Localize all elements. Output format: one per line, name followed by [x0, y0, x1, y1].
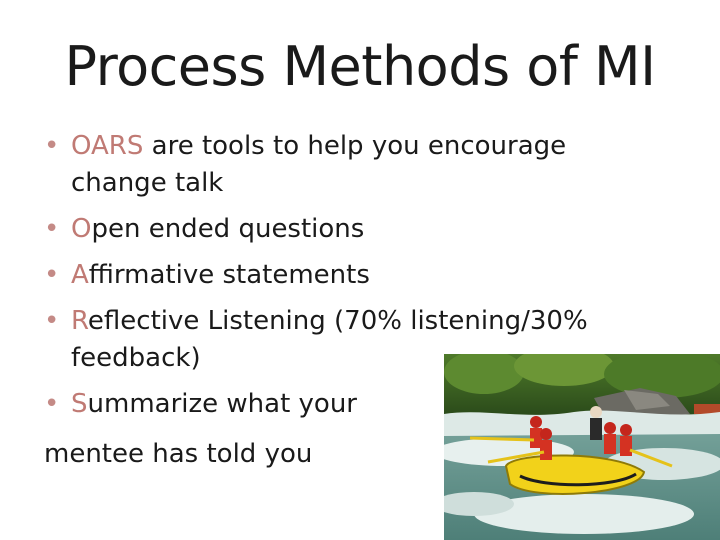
- bullet-item-open-ended: • Open ended questions: [44, 211, 644, 248]
- bullet-item-affirmative: • Affirmative statements: [44, 257, 644, 294]
- whitewater-rafting-photo: [444, 354, 720, 540]
- bullet-list: • OARS are tools to help you encourage c…: [44, 128, 644, 432]
- bullet-continuation: mentee has told you: [44, 439, 313, 469]
- bullet-item-oars: • OARS are tools to help you encourage c…: [44, 128, 644, 202]
- bullet-dot-icon: •: [44, 214, 60, 244]
- bullet-item-reflective: • Reflective Listening (70% listening/30…: [44, 303, 644, 377]
- bullet-accent: R: [71, 306, 88, 336]
- slide-title: Process Methods of MI: [64, 35, 656, 98]
- bullet-text: pen ended questions: [91, 214, 365, 244]
- bullet-accent: A: [71, 260, 89, 290]
- bullet-text: are tools to help you encourage change t…: [71, 131, 567, 198]
- bullet-dot-icon: •: [44, 260, 60, 290]
- bullet-text: ffirmative statements: [88, 260, 370, 290]
- bullet-accent: S: [71, 389, 88, 419]
- bullet-text: eflective Listening (70% listening/30% f…: [71, 306, 588, 373]
- bullet-item-summarize: • Summarize what your: [44, 386, 644, 423]
- bullet-dot-icon: •: [44, 131, 60, 161]
- bullet-dot-icon: •: [44, 306, 60, 336]
- bullet-accent: OARS: [71, 131, 144, 161]
- bullet-text: ummarize what your: [87, 389, 357, 419]
- bullet-accent: O: [71, 214, 92, 244]
- bullet-dot-icon: •: [44, 389, 60, 419]
- rafting-image-icon: [444, 354, 720, 540]
